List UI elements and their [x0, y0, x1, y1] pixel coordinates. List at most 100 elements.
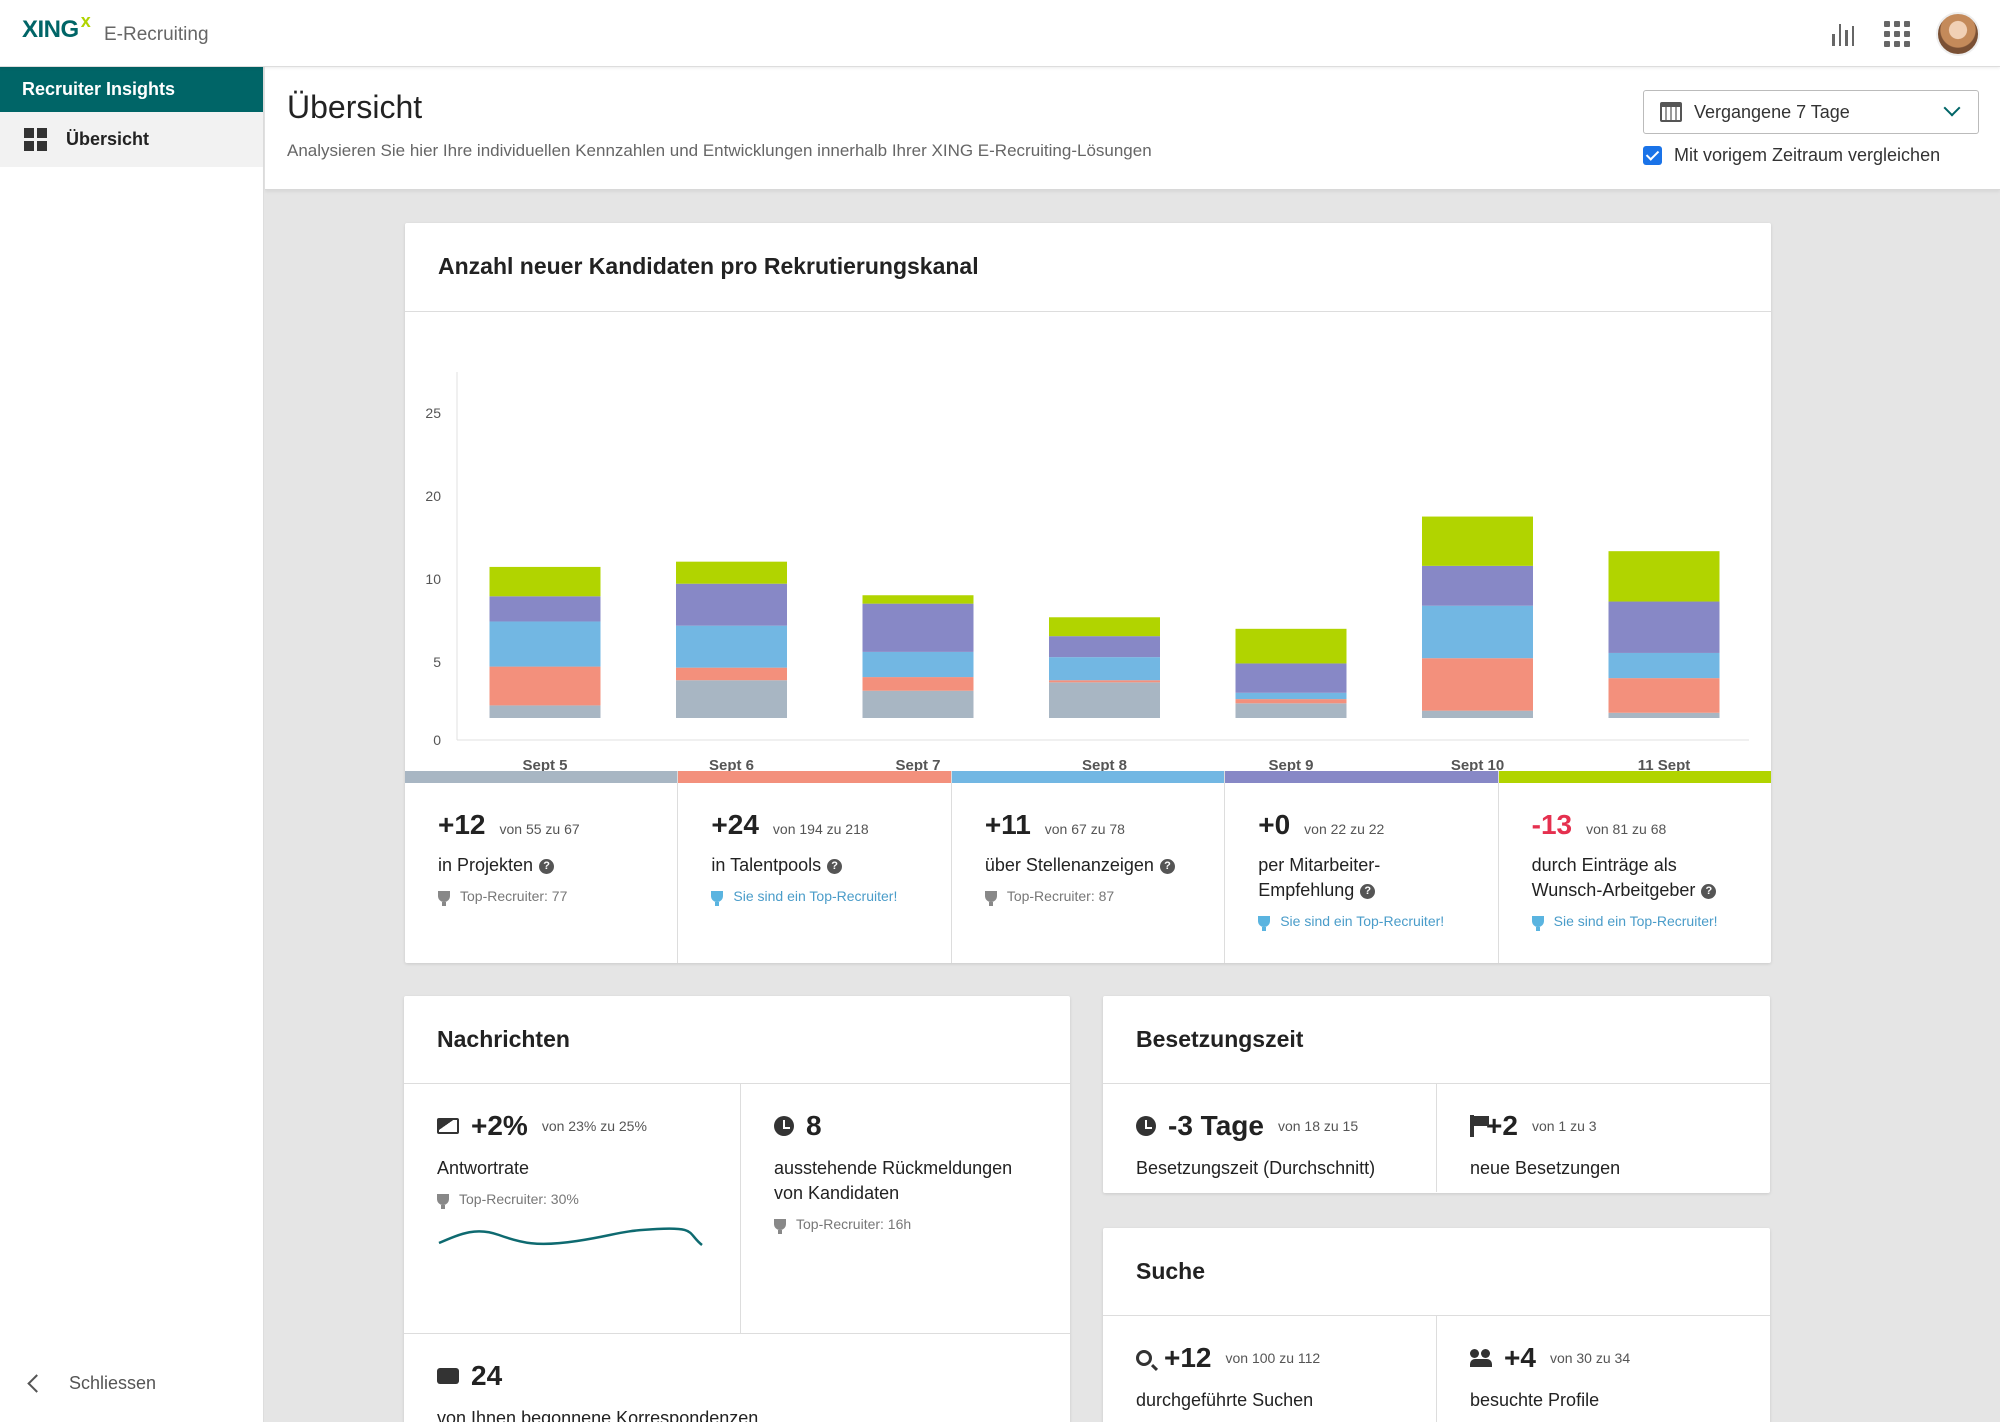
compare-checkbox[interactable]: Mit vorigem Zeitraum vergleichen — [1643, 145, 1940, 166]
calendar-icon — [1660, 102, 1682, 122]
trophy-icon — [1258, 915, 1271, 931]
stat-projekte: +12 von 55 zu 67 in Projekten? Top-Recrui… — [405, 771, 679, 963]
search-title: Suche — [1136, 1258, 1206, 1284]
close-label: Schliessen — [69, 1373, 157, 1393]
help-icon[interactable]: ? — [1701, 883, 1717, 899]
top-icons — [1828, 12, 1980, 56]
sidebar-item-uebersicht[interactable]: Übersicht — [0, 112, 263, 167]
users-icon — [1470, 1349, 1492, 1367]
stat-from: von 55 zu 67 — [499, 821, 580, 837]
xing-logo[interactable]: XING x — [22, 11, 91, 43]
bar-segment — [676, 680, 787, 718]
new-placements: +2 von 1 zu 3 neue Besetzungen — [1437, 1084, 1770, 1192]
help-icon[interactable]: ? — [1159, 858, 1175, 874]
response-rate-from: von 23% zu 25% — [541, 1118, 647, 1134]
divider — [405, 311, 1771, 312]
bar-segment — [1235, 699, 1347, 704]
x-tick-label: Sept 6 — [709, 757, 754, 771]
y-tick-label: 0 — [433, 732, 441, 748]
page-header: Übersicht Analysieren Sie hier Ihre indi… — [265, 67, 2000, 190]
stat-note: Sie sind ein Top-Recruiter! — [1258, 913, 1471, 931]
stacked-bar-chart: 0 5 10 20 25 Sept 5 Sept 6 Sept 7 Sept 8 Sept 9 Se… — [425, 372, 1749, 771]
stat-mitarbeiter-empfehlung: +0 von 22 zu 22 per Mitarbeiter-Empfehlun… — [1225, 771, 1499, 963]
bar-segment — [1235, 692, 1347, 700]
stat-from: von 81 zu 68 — [1586, 821, 1667, 837]
response-rate: +2% von 23% zu 25% Antwortrate Top-Recrui… — [404, 1084, 741, 1333]
pending-replies-note: Top-Recruiter: 16h — [774, 1216, 1037, 1234]
bar-segment — [862, 595, 974, 604]
bar-segment — [1049, 680, 1160, 683]
chevron-left-icon — [27, 1374, 46, 1393]
top-bar: XING x E-Recruiting — [0, 0, 2000, 67]
checkbox-checked-icon[interactable] — [1643, 146, 1662, 165]
x-tick-label: Sept 5 — [522, 757, 567, 771]
response-rate-note: Top-Recruiter: 30% — [437, 1191, 707, 1209]
bar-segment — [489, 666, 601, 706]
correspondences-value: 24 — [471, 1360, 503, 1391]
sidebar: Recruiter Insights Übersicht Schliessen — [0, 67, 264, 1422]
dashboard-icon — [24, 127, 48, 152]
y-tick-label: 20 — [425, 488, 441, 504]
bar-segment — [1235, 703, 1347, 718]
stat-color-bar — [951, 771, 1225, 783]
trophy-icon — [774, 1218, 786, 1234]
apps-grid-icon[interactable] — [1884, 21, 1910, 47]
clock-icon — [774, 1116, 794, 1136]
response-rate-value: +2% — [471, 1110, 528, 1141]
bar-segment — [1049, 636, 1160, 658]
correspondences: 24 von Ihnen begonnene Korrespondenzen — [404, 1334, 1070, 1422]
sidebar-item-label: Übersicht — [66, 129, 150, 149]
chat-icon — [437, 1368, 459, 1384]
user-avatar[interactable] — [1936, 12, 1980, 56]
bar-segment — [489, 621, 601, 667]
stat-note: Sie sind ein Top-Recruiter! — [1531, 913, 1745, 931]
bar-segment — [1608, 551, 1720, 602]
new-placements-value: +2 — [1486, 1110, 1518, 1141]
response-rate-label: Antwortrate — [437, 1158, 530, 1178]
new-placements-label: neue Besetzungen — [1470, 1158, 1621, 1178]
compare-label: Mit vorigem Zeitraum vergleichen — [1674, 145, 1941, 165]
bar-segment — [1608, 601, 1720, 653]
search-icon — [1136, 1350, 1152, 1366]
stat-label: per Mitarbeiter-Empfehlung — [1258, 855, 1381, 900]
y-tick-label: 25 — [425, 405, 441, 421]
stat-label: durch Einträge als Wunsch-Arbeitgeber — [1531, 855, 1696, 900]
clock-icon — [1136, 1116, 1156, 1136]
bar-segment — [676, 667, 787, 681]
bar-segment — [1235, 628, 1347, 664]
visited-profiles: +4 von 30 zu 34 besuchte Profile — [1437, 1316, 1770, 1422]
bar-segment — [1422, 658, 1533, 711]
chart-title: Anzahl neuer Kandidaten pro Rekrutierung… — [438, 253, 979, 279]
time-to-fill-label: Besetzungszeit (Durchschnitt) — [1136, 1158, 1376, 1178]
stat-talentpools: +24 von 194 zu 218 in Talentpools? Sie si… — [678, 771, 952, 963]
stat-color-bar — [1225, 771, 1498, 783]
help-icon[interactable]: ? — [827, 858, 843, 874]
bar-segment — [1235, 663, 1347, 693]
help-icon[interactable]: ? — [1360, 883, 1376, 899]
bar-segment — [676, 583, 787, 626]
stat-from: von 194 zu 218 — [772, 821, 869, 837]
stat-stellenanzeigen: +11 von 67 zu 78 über Stellenanzeigen? To… — [951, 771, 1226, 963]
stat-delta: +24 — [711, 809, 759, 840]
stat-from: von 67 zu 78 — [1044, 821, 1125, 837]
pending-replies-value: 8 — [806, 1110, 822, 1141]
bar-segment — [1608, 678, 1720, 713]
date-range-value: Vergangene 7 Tage — [1694, 101, 1850, 122]
profiles-value: +4 — [1504, 1342, 1536, 1373]
bar-segment — [1422, 565, 1533, 606]
help-icon[interactable]: ? — [539, 858, 555, 874]
flag-icon — [1470, 1115, 1489, 1137]
date-range-select[interactable]: Vergangene 7 Tage — [1643, 90, 1979, 134]
bar-segment — [1049, 657, 1160, 681]
trophy-icon — [711, 890, 724, 906]
stat-delta: +11 — [984, 809, 1031, 840]
candidates-chart-card: Anzahl neuer Kandidaten pro Rekrutierung… — [405, 223, 1772, 963]
time-to-fill-title: Besetzungszeit — [1136, 1026, 1304, 1052]
channel-stats: +12 von 55 zu 67 in Projekten? Top-Recrui… — [405, 771, 1772, 963]
close-sidebar-button[interactable]: Schliessen — [24, 1373, 156, 1394]
time-to-fill-card: Besetzungszeit -3 Tage von 18 zu 15 Beset… — [1103, 996, 1770, 1193]
trophy-icon — [438, 890, 450, 906]
bar-segment — [1422, 605, 1533, 659]
bar-segment — [1422, 516, 1533, 566]
bar-chart-icon[interactable] — [1828, 19, 1858, 49]
